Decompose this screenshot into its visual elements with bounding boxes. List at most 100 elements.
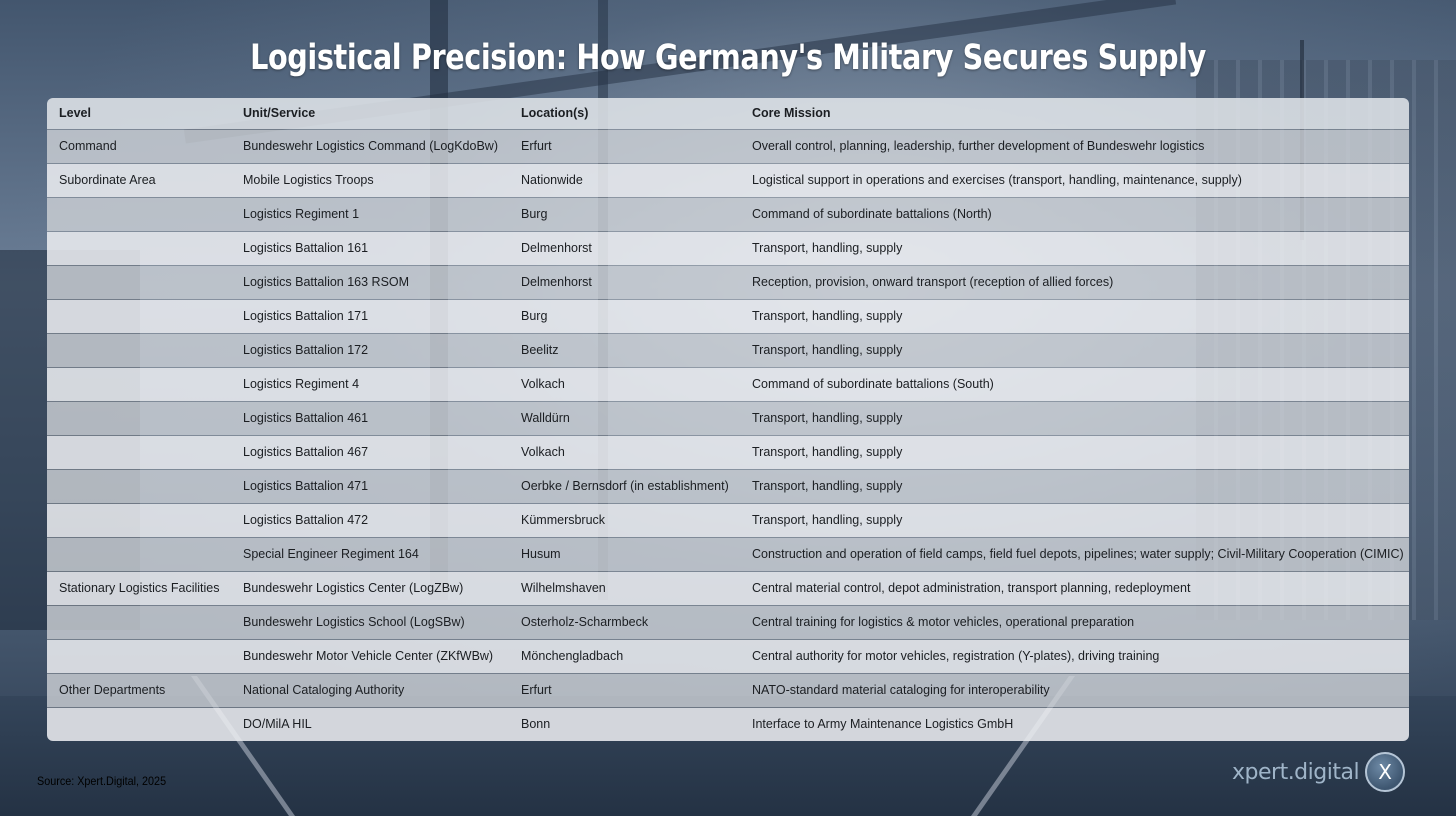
cell-core-mission: Reception, provision, onward transport (… [740, 265, 1409, 300]
cell-level [47, 469, 231, 504]
table-row: Logistics Battalion 461 Walldürn Transport… [47, 401, 1409, 436]
cell-level: Subordinate Area [47, 163, 231, 198]
cell-locations: Mönchengladbach [509, 639, 740, 674]
table-row: Logistics Battalion 471 Oerbke / Bernsdor… [47, 469, 1409, 504]
cell-unit-service: Logistics Battalion 163 RSOM [231, 265, 509, 300]
xpert-digital-logo: xpert.digital X [1232, 750, 1406, 794]
cell-locations: Bonn [509, 707, 740, 741]
cell-level: Other Departments [47, 673, 231, 708]
cell-level: Stationary Logistics Facilities [47, 571, 231, 606]
logo-text: xpert.digital [1232, 759, 1360, 785]
cell-core-mission: Logistical support in operations and exe… [740, 163, 1409, 198]
cell-unit-service: Logistics Regiment 4 [231, 367, 509, 402]
cell-level [47, 537, 231, 572]
cell-level [47, 435, 231, 470]
cell-locations: Walldürn [509, 401, 740, 436]
cell-unit-service: Bundeswehr Logistics Center (LogZBw) [231, 571, 509, 606]
table-row: Logistics Battalion 161 Delmenhorst Transp… [47, 231, 1409, 266]
table-row: Special Engineer Regiment 164 Husum Constr… [47, 537, 1409, 572]
table-header-row: Level Unit/Service Location(s) Core Miss… [47, 98, 1409, 130]
cell-unit-service: Logistics Battalion 461 [231, 401, 509, 436]
cell-locations: Oerbke / Bernsdorf (in establishment) [509, 469, 740, 504]
cell-unit-service: DO/MilA HIL [231, 707, 509, 741]
cell-level [47, 299, 231, 334]
cell-core-mission: Transport, handling, supply [740, 469, 1409, 504]
cell-level [47, 401, 231, 436]
cell-unit-service: Bundeswehr Motor Vehicle Center (ZKfWBw) [231, 639, 509, 674]
table-row: Logistics Battalion 472 Kümmersbruck Trans… [47, 503, 1409, 538]
cell-locations: Osterholz-Scharmbeck [509, 605, 740, 640]
cell-unit-service: Logistics Battalion 471 [231, 469, 509, 504]
cell-locations: Delmenhorst [509, 231, 740, 266]
header-locations: Location(s) [509, 98, 740, 130]
cell-locations: Erfurt [509, 673, 740, 708]
cell-level [47, 639, 231, 674]
table-body: Command Bundeswehr Logistics Command (Log… [47, 129, 1409, 741]
cell-locations: Burg [509, 299, 740, 334]
table-row: Bundeswehr Logistics School (LogSBw) Oste… [47, 605, 1409, 640]
cell-level [47, 707, 231, 741]
cell-core-mission: Transport, handling, supply [740, 299, 1409, 334]
logistics-table: Level Unit/Service Location(s) Core Miss… [47, 98, 1409, 741]
cell-locations: Beelitz [509, 333, 740, 368]
page-title: Logistical Precision: How Germany's Mili… [250, 38, 1206, 78]
cell-core-mission: Central training for logistics & motor v… [740, 605, 1409, 640]
cell-unit-service: National Cataloging Authority [231, 673, 509, 708]
cell-level [47, 605, 231, 640]
cell-level: Command [47, 129, 231, 164]
cell-core-mission: Command of subordinate battalions (South… [740, 367, 1409, 402]
cell-core-mission: Central material control, depot administ… [740, 571, 1409, 606]
cell-locations: Delmenhorst [509, 265, 740, 300]
cell-level [47, 333, 231, 368]
cell-core-mission: Central authority for motor vehicles, re… [740, 639, 1409, 674]
cell-level [47, 231, 231, 266]
cell-core-mission: Transport, handling, supply [740, 503, 1409, 538]
cell-locations: Kümmersbruck [509, 503, 740, 538]
cell-core-mission: Construction and operation of field camp… [740, 537, 1409, 572]
cell-unit-service: Bundeswehr Logistics School (LogSBw) [231, 605, 509, 640]
cell-locations: Burg [509, 197, 740, 232]
cell-unit-service: Bundeswehr Logistics Command (LogKdoBw) [231, 129, 509, 164]
cell-core-mission: Transport, handling, supply [740, 401, 1409, 436]
cell-unit-service: Logistics Battalion 161 [231, 231, 509, 266]
table-row: Bundeswehr Motor Vehicle Center (ZKfWBw)… [47, 639, 1409, 674]
table-row: Logistics Battalion 171 Burg Transport, ha… [47, 299, 1409, 334]
cell-level [47, 197, 231, 232]
table-row: Logistics Battalion 163 RSOM Delmenhorst R… [47, 265, 1409, 300]
cell-core-mission: Interface to Army Maintenance Logistics … [740, 707, 1409, 741]
cell-level [47, 265, 231, 300]
table-row: Logistics Regiment 1 Burg Command of subor… [47, 197, 1409, 232]
table-row: Logistics Regiment 4 Volkach Command of su… [47, 367, 1409, 402]
logo-x-icon: X [1365, 752, 1406, 792]
cell-unit-service: Logistics Battalion 472 [231, 503, 509, 538]
cell-core-mission: Transport, handling, supply [740, 435, 1409, 470]
header-level: Level [47, 98, 231, 130]
cell-unit-service: Logistics Battalion 171 [231, 299, 509, 334]
cell-unit-service: Logistics Regiment 1 [231, 197, 509, 232]
header-core-mission: Core Mission [740, 98, 1409, 130]
cell-locations: Husum [509, 537, 740, 572]
table-row: Logistics Battalion 172 Beelitz Transport,… [47, 333, 1409, 368]
cell-locations: Nationwide [509, 163, 740, 198]
cell-core-mission: Command of subordinate battalions (North… [740, 197, 1409, 232]
table-row: Stationary Logistics Facilities Bundesweh… [47, 571, 1409, 606]
cell-level [47, 503, 231, 538]
table-row: Other Departments National Cataloging Aut… [47, 673, 1409, 708]
cell-core-mission: Transport, handling, supply [740, 333, 1409, 368]
table-row: Subordinate Area Mobile Logistics Troops N… [47, 163, 1409, 198]
cell-unit-service: Logistics Battalion 467 [231, 435, 509, 470]
cell-level [47, 367, 231, 402]
cell-unit-service: Mobile Logistics Troops [231, 163, 509, 198]
source-caption: Source: Xpert.Digital, 2025 [37, 774, 167, 788]
cell-unit-service: Special Engineer Regiment 164 [231, 537, 509, 572]
cell-locations: Volkach [509, 435, 740, 470]
cell-core-mission: Transport, handling, supply [740, 231, 1409, 266]
cell-locations: Volkach [509, 367, 740, 402]
cell-locations: Wilhelmshaven [509, 571, 740, 606]
cell-core-mission: Overall control, planning, leadership, f… [740, 129, 1409, 164]
cell-core-mission: NATO-standard material cataloging for in… [740, 673, 1409, 708]
cell-unit-service: Logistics Battalion 172 [231, 333, 509, 368]
header-unit-service: Unit/Service [231, 98, 509, 130]
table-row: DO/MilA HIL Bonn Interface to Army Mainten… [47, 707, 1409, 741]
table-row: Logistics Battalion 467 Volkach Transport,… [47, 435, 1409, 470]
